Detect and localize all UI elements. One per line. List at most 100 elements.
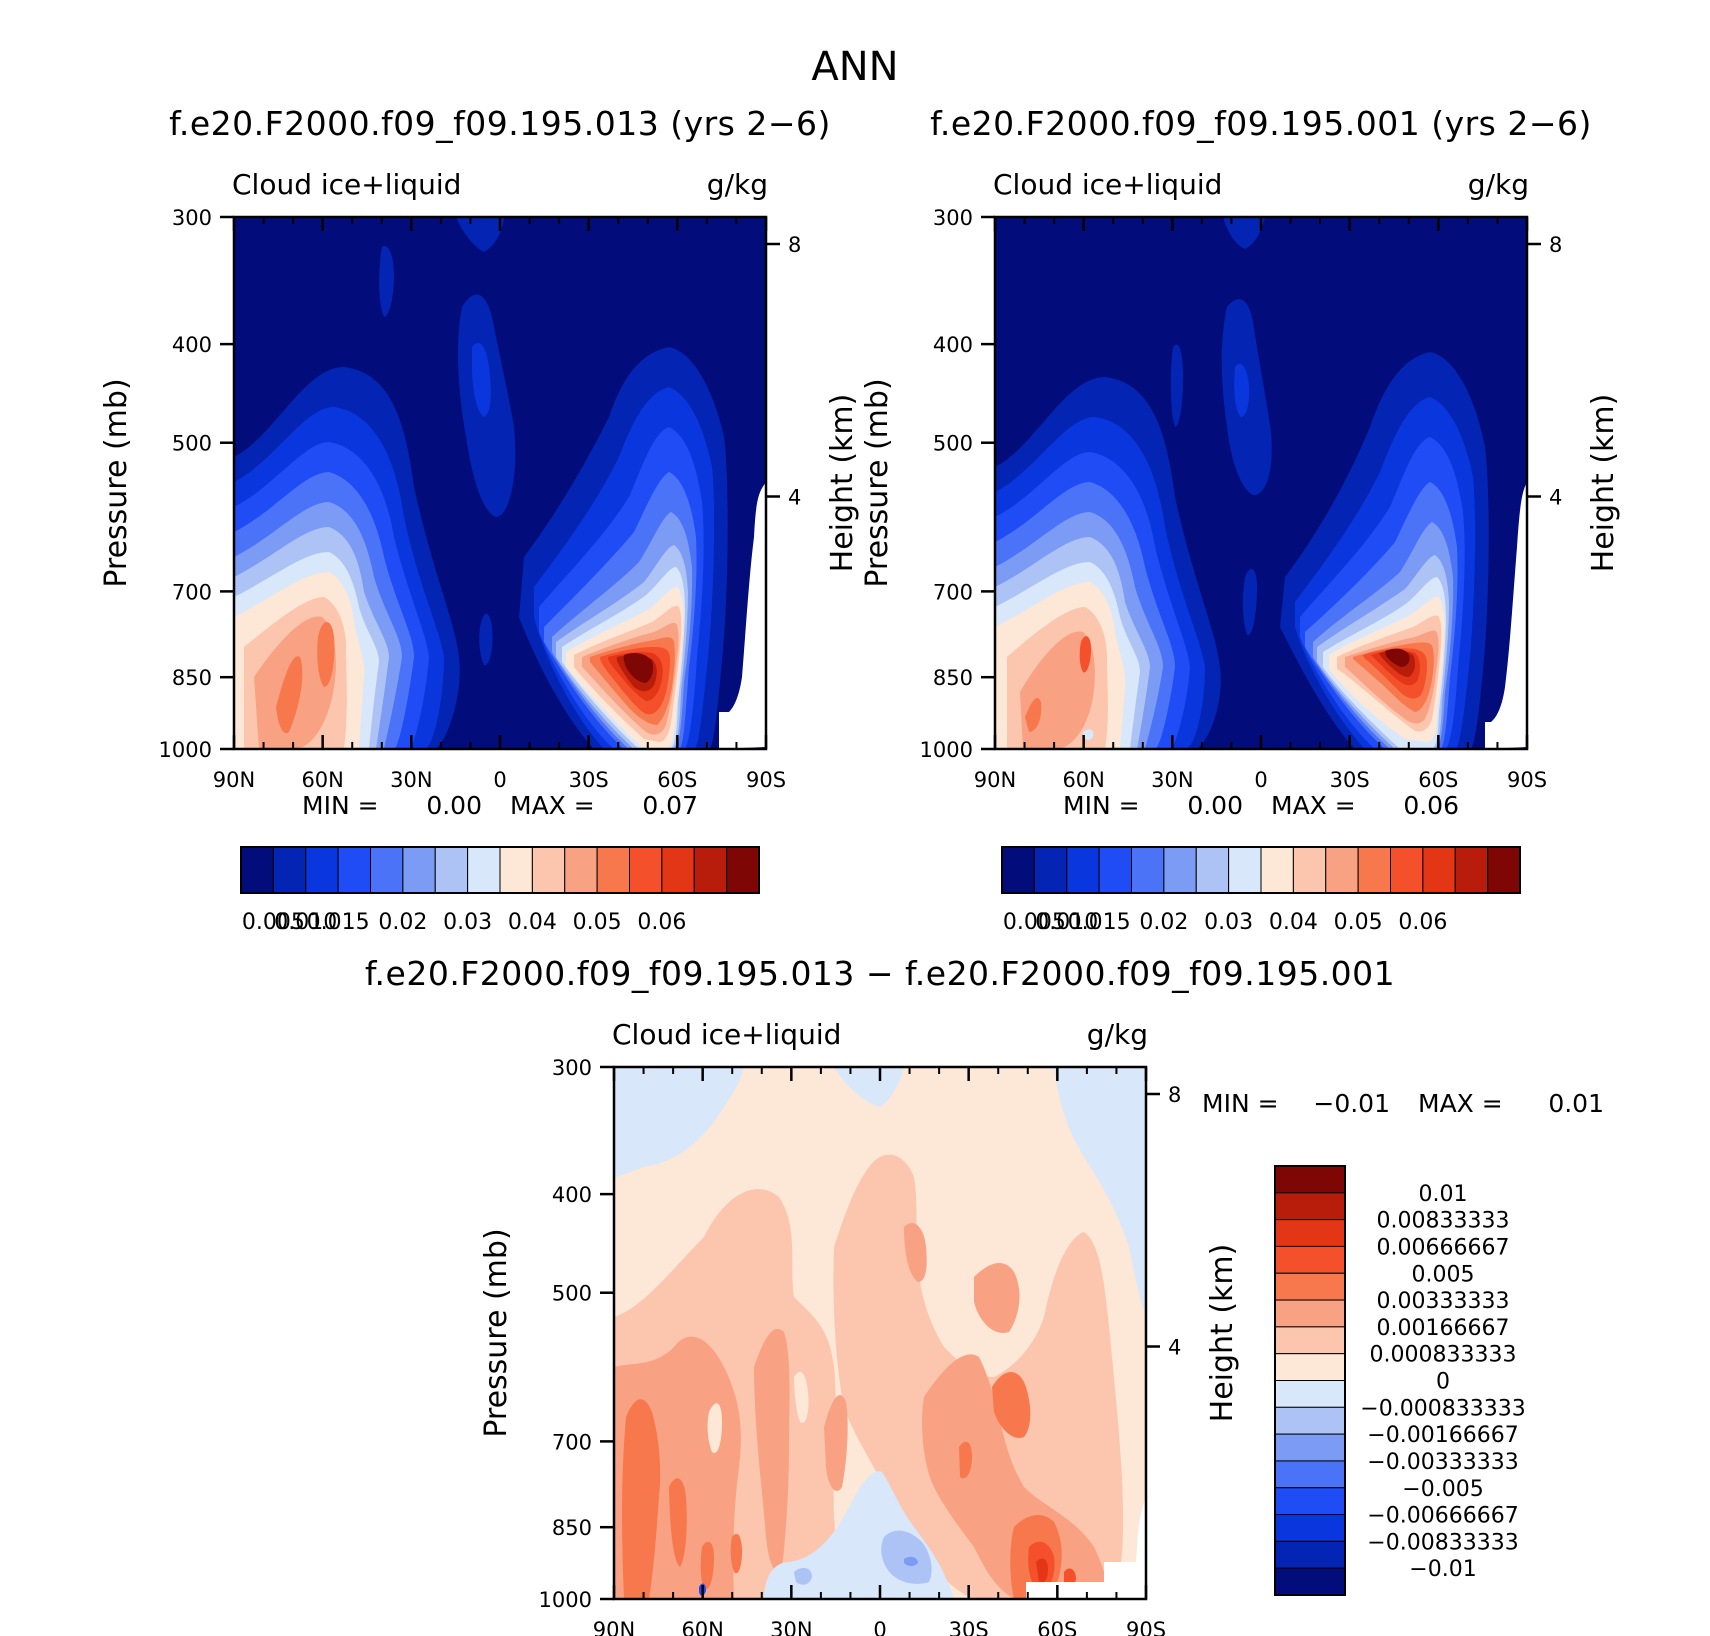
y-tick-label: 400 xyxy=(552,1183,592,1207)
colorbar-swatch xyxy=(1274,1380,1346,1408)
variable-label: Cloud ice+liquid xyxy=(993,168,1222,201)
colorbar-label: 0.00666667 xyxy=(1377,1235,1510,1260)
x-tick-label: 30N xyxy=(390,768,432,792)
colorbar-swatch xyxy=(629,846,663,894)
colorbar-swatch xyxy=(240,846,274,894)
min-value: 0.00 xyxy=(426,791,482,820)
y-tick-label: 500 xyxy=(172,432,212,456)
y2-tick-label: 4 xyxy=(1549,486,1562,510)
min-label: MIN = xyxy=(1202,1089,1279,1118)
colorbar-label: −0.005 xyxy=(1402,1477,1483,1502)
colorbar-swatch xyxy=(1292,846,1327,894)
y-tick-label: 300 xyxy=(172,206,212,230)
colorbar-label: 0.06 xyxy=(637,910,686,935)
colorbar-swatch xyxy=(1487,846,1521,894)
colorbar-swatch xyxy=(531,846,566,894)
contour-field xyxy=(614,1067,1146,1599)
colorbar-swatch xyxy=(434,846,469,894)
colorbar-label: 0.010 xyxy=(1035,910,1098,935)
colorbar-swatch xyxy=(1066,846,1100,894)
panel-title: f.e20.F2000.f09_f09.195.013 (yrs 2−6) xyxy=(169,104,831,143)
panel-model-013: 90N 60N 30N 0 30S 60S 90S 300 400 500 700 850 1000 8 4… xyxy=(99,104,860,935)
colorbar-swatch xyxy=(1274,1326,1346,1355)
y-tick-label: 700 xyxy=(933,580,973,604)
colorbar-swatch xyxy=(1274,1353,1346,1381)
colorbar-label: 0.03 xyxy=(443,910,492,935)
colorbar-label: −0.000833333 xyxy=(1360,1396,1525,1421)
colorbar-label: −0.00166667 xyxy=(1367,1423,1518,1448)
x-tick-label: 90N xyxy=(974,768,1016,792)
colorbar-swatch xyxy=(272,846,307,894)
colorbar-frame xyxy=(1274,1165,1346,1596)
colorbar-swatch xyxy=(1195,846,1230,894)
colorbar-label: 0 xyxy=(1436,1370,1450,1395)
colorbar-swatch xyxy=(499,846,533,894)
x-tick-label: 30N xyxy=(770,1618,812,1636)
colorbar-swatch xyxy=(1131,846,1165,894)
x-tick-label: 60S xyxy=(657,768,697,792)
min-label: MIN = xyxy=(1063,791,1140,820)
variable-label: Cloud ice+liquid xyxy=(612,1018,841,1051)
contour-field xyxy=(234,217,766,749)
colorbar-label: −0.00666667 xyxy=(1367,1504,1518,1529)
x-tick-label: 0 xyxy=(873,1618,886,1636)
x-tick-label: 30S xyxy=(569,768,609,792)
colorbar-swatch xyxy=(467,846,501,894)
colorbar-label: −0.00333333 xyxy=(1367,1450,1518,1475)
colorbar-swatch xyxy=(305,846,339,894)
x-tick-label: 30N xyxy=(1151,768,1193,792)
colorbar-label: 0.01 xyxy=(1419,1182,1468,1207)
colorbar-swatch xyxy=(1390,846,1424,894)
colorbar-label: −0.01 xyxy=(1409,1557,1476,1582)
colorbar-label: 0.005 xyxy=(1003,910,1066,935)
colorbar-swatch xyxy=(1260,846,1294,894)
y-tick-label: 1000 xyxy=(159,738,212,762)
colorbar-swatch xyxy=(693,846,728,894)
colorbar-swatch xyxy=(1098,846,1132,894)
y-tick-label: 1000 xyxy=(920,738,973,762)
y2-tick-label: 4 xyxy=(788,486,801,510)
colorbar-swatch xyxy=(1228,846,1262,894)
colorbar-swatch xyxy=(596,846,630,894)
colorbar-swatch xyxy=(1274,1165,1346,1194)
colorbar-swatch xyxy=(1274,1219,1346,1247)
colorbar-swatch xyxy=(1274,1245,1346,1274)
x-tick-label: 90S xyxy=(746,768,786,792)
colorbar-swatch xyxy=(1274,1299,1346,1328)
x-tick-label: 60S xyxy=(1418,768,1458,792)
figure-title: ANN xyxy=(811,44,898,90)
x-tick-label: 60N xyxy=(681,1618,723,1636)
x-tick-label: 90N xyxy=(213,768,255,792)
panel-model-001: 90N 60N 30N 0 30S 60S 90S 300 400 500 700 850 1000 8 4… xyxy=(860,104,1621,935)
y-tick-label: 850 xyxy=(933,666,973,690)
colorbar-swatch xyxy=(1274,1487,1346,1516)
max-value: 0.06 xyxy=(1403,791,1459,820)
colorbar-label: 0.015 xyxy=(307,910,370,935)
y-tick-label: 400 xyxy=(172,333,212,357)
y-axis-label: Pressure (mb) xyxy=(860,378,895,587)
colorbar-label: 0.00166667 xyxy=(1377,1316,1510,1341)
y2-tick-label: 8 xyxy=(1168,1083,1181,1107)
y-tick-label: 500 xyxy=(933,432,973,456)
x-tick-label: 30S xyxy=(1330,768,1370,792)
colorbar-swatch xyxy=(1325,846,1359,894)
y2-tick-label: 4 xyxy=(1168,1336,1181,1360)
max-value: 0.07 xyxy=(642,791,698,820)
variable-label: Cloud ice+liquid xyxy=(232,168,461,201)
min-label: MIN = xyxy=(302,791,379,820)
units-label: g/kg xyxy=(1468,168,1529,201)
max-value: 0.01 xyxy=(1548,1089,1604,1118)
plot-area: 90N 60N 30N 0 30S 60S 90S 300 400 500 700 850 1000 8 4… xyxy=(99,206,860,792)
colorbar-label: 0.06 xyxy=(1398,910,1447,935)
y-tick-label: 300 xyxy=(552,1056,592,1080)
y-tick-label: 700 xyxy=(172,580,212,604)
y-axis-label: Pressure (mb) xyxy=(479,1228,514,1437)
x-tick-label: 90S xyxy=(1126,1618,1166,1636)
colorbar-swatch xyxy=(564,846,598,894)
colorbar-label: 0.010 xyxy=(274,910,337,935)
colorbar-label: 0.04 xyxy=(508,910,557,935)
colorbar-label: 0.04 xyxy=(1269,910,1318,935)
colorbar-label: 0.00833333 xyxy=(1377,1209,1510,1234)
colorbar-swatch xyxy=(1274,1192,1346,1221)
